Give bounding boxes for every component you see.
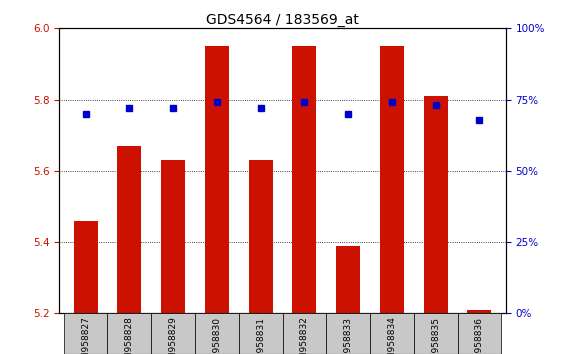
Text: GSM958834: GSM958834 bbox=[388, 316, 397, 354]
Bar bbox=[161, 160, 185, 313]
Text: GSM958827: GSM958827 bbox=[81, 316, 90, 354]
Bar bbox=[205, 46, 229, 313]
Text: GSM958830: GSM958830 bbox=[212, 316, 221, 354]
Bar bbox=[458, 313, 501, 354]
Title: GDS4564 / 183569_at: GDS4564 / 183569_at bbox=[206, 13, 359, 27]
Text: GSM958835: GSM958835 bbox=[431, 316, 440, 354]
Text: GSM958831: GSM958831 bbox=[256, 316, 265, 354]
Bar bbox=[151, 313, 195, 354]
Bar bbox=[336, 246, 360, 313]
Bar bbox=[64, 313, 107, 354]
Text: GSM958828: GSM958828 bbox=[125, 316, 134, 354]
Bar bbox=[414, 313, 458, 354]
Bar bbox=[73, 221, 98, 313]
Text: GSM958836: GSM958836 bbox=[475, 316, 484, 354]
Text: GSM958832: GSM958832 bbox=[300, 316, 309, 354]
Bar bbox=[282, 313, 326, 354]
Bar bbox=[467, 310, 492, 313]
Bar bbox=[118, 146, 141, 313]
Bar bbox=[380, 46, 404, 313]
Bar bbox=[424, 96, 447, 313]
Bar bbox=[370, 313, 414, 354]
Text: GSM958833: GSM958833 bbox=[344, 316, 353, 354]
Bar bbox=[239, 313, 282, 354]
Bar bbox=[107, 313, 151, 354]
Bar bbox=[292, 46, 316, 313]
Bar bbox=[326, 313, 370, 354]
Text: GSM958829: GSM958829 bbox=[168, 316, 177, 354]
Bar bbox=[249, 160, 273, 313]
Bar bbox=[195, 313, 239, 354]
